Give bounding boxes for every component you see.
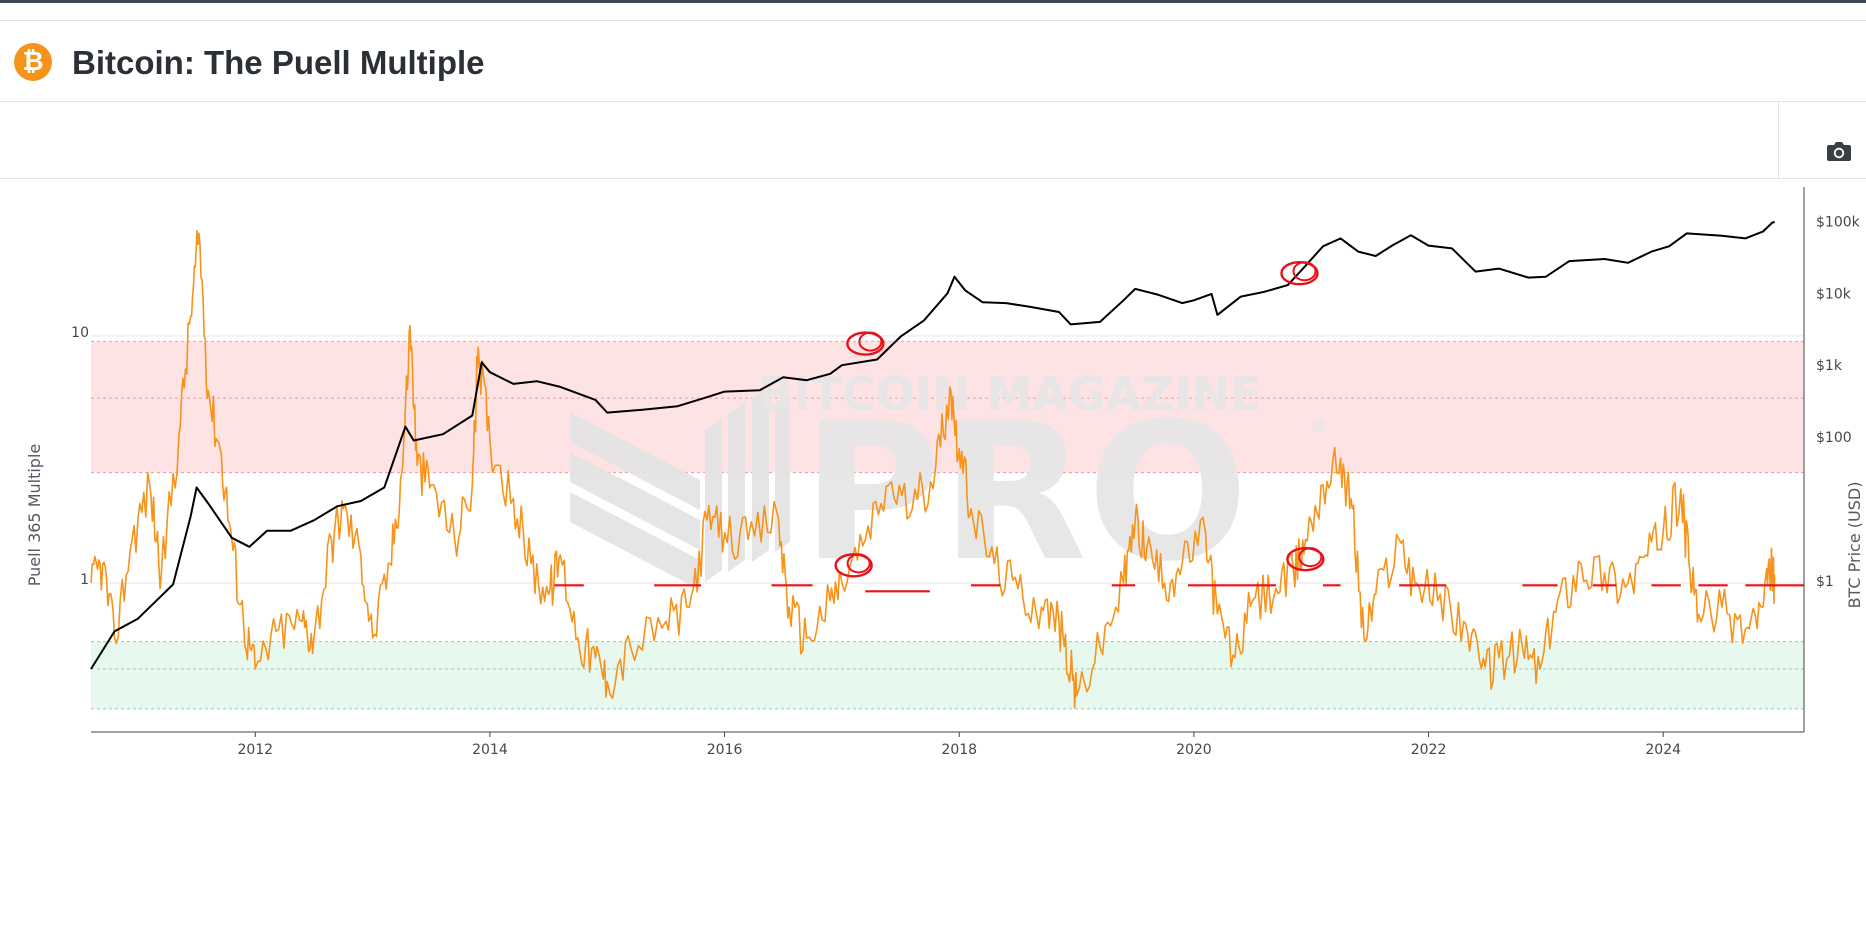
right-y-tick-label: $10k <box>1816 286 1852 302</box>
series-layer <box>90 221 1776 709</box>
axis-ticks: 2012 2014 2016 2018 2020 2022 2024 1 10 $1 $100 $1k… <box>71 214 1860 758</box>
x-tick-label: 2016 <box>707 742 743 758</box>
left-y-tick-label: 10 <box>71 325 89 341</box>
puell-multiple-chart: BITCOIN MAGAZINE PRO ® 2012 2014 2016 2018 2… <box>0 180 1866 943</box>
annotation-circle-inner <box>846 553 871 574</box>
watermark-registered: ® <box>1310 416 1328 437</box>
toolbar-divider <box>1778 101 1779 178</box>
puell-multiple-line <box>90 229 1776 709</box>
annotations <box>554 261 1804 593</box>
chart-header: ₿ Bitcoin: The Puell Multiple <box>0 20 1866 102</box>
band-undervalued <box>91 641 1804 709</box>
watermark-line2: PRO <box>801 382 1248 603</box>
annotation-circle-inner <box>858 331 883 352</box>
x-tick-label: 2022 <box>1411 742 1447 758</box>
annotation-circle-inner <box>1298 547 1323 568</box>
bitcoin-logo-icon: ₿ <box>14 43 52 81</box>
right-y-tick-label: $1k <box>1816 358 1843 374</box>
right-y-tick-label: $100k <box>1816 214 1861 230</box>
watermark-logo-icon <box>570 386 790 590</box>
x-tick-label: 2024 <box>1645 742 1681 758</box>
x-tick-label: 2014 <box>472 742 508 758</box>
right-axis-title: BTC Price (USD) <box>1845 482 1864 609</box>
x-tick-label: 2020 <box>1176 742 1212 758</box>
watermark: BITCOIN MAGAZINE PRO ® <box>570 367 1328 603</box>
btc-price-line <box>90 221 1775 670</box>
left-y-tick-label: 1 <box>80 572 89 588</box>
left-axis-title: Puell 365 Multiple <box>25 444 44 587</box>
right-y-tick-label: $100 <box>1816 430 1852 446</box>
annotation-circle-inner <box>1292 261 1317 282</box>
right-y-tick-label: $1 <box>1816 574 1834 590</box>
gridlines <box>91 335 1804 584</box>
top-navigation-strip <box>0 0 1866 3</box>
x-tick-label: 2012 <box>237 742 273 758</box>
x-tick-label: 2018 <box>941 742 977 758</box>
watermark-line1: BITCOIN MAGAZINE <box>758 367 1261 421</box>
camera-icon[interactable] <box>1826 139 1852 163</box>
chart-toolbar <box>0 101 1866 179</box>
page-title: Bitcoin: The Puell Multiple <box>72 44 485 81</box>
